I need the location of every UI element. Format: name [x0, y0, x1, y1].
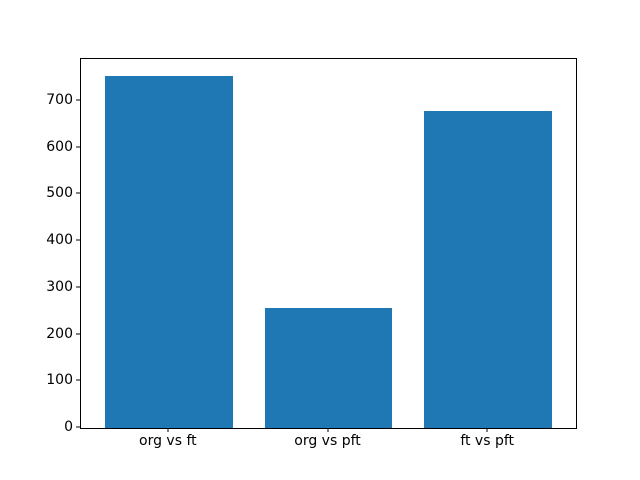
y-tick-label: 700 — [46, 92, 73, 109]
y-tick-mark — [76, 286, 80, 288]
x-tick-label: ft vs pft — [460, 433, 515, 449]
y-tick-mark — [76, 333, 80, 335]
x-tick-mark — [167, 428, 169, 432]
y-tick-mark — [76, 379, 80, 381]
bar-org-vs-ft — [104, 76, 233, 428]
y-tick-label: 500 — [46, 185, 73, 202]
y-tick-mark — [76, 146, 80, 148]
x-tick-label: org vs ft — [139, 433, 197, 449]
y-tick-label: 400 — [46, 232, 73, 249]
y-tick-label: 200 — [46, 325, 73, 342]
y-tick-mark — [76, 99, 80, 101]
y-axis-tick-labels: 0 100 200 300 400 500 600 700 — [0, 58, 73, 435]
x-tick-mark — [327, 428, 328, 432]
y-tick-mark — [76, 239, 80, 241]
plot-area — [80, 58, 577, 429]
x-tick-mark — [486, 428, 488, 432]
y-tick-label: 300 — [46, 278, 73, 295]
y-tick-label: 100 — [46, 372, 73, 389]
y-tick-label: 0 — [64, 419, 73, 435]
bar-org-vs-pft — [264, 307, 393, 428]
y-tick-mark — [76, 426, 80, 428]
y-tick-mark — [76, 192, 80, 194]
x-tick-label: org vs pft — [294, 433, 361, 449]
y-tick-label: 600 — [46, 138, 73, 155]
bar-ft-vs-pft — [424, 110, 553, 428]
